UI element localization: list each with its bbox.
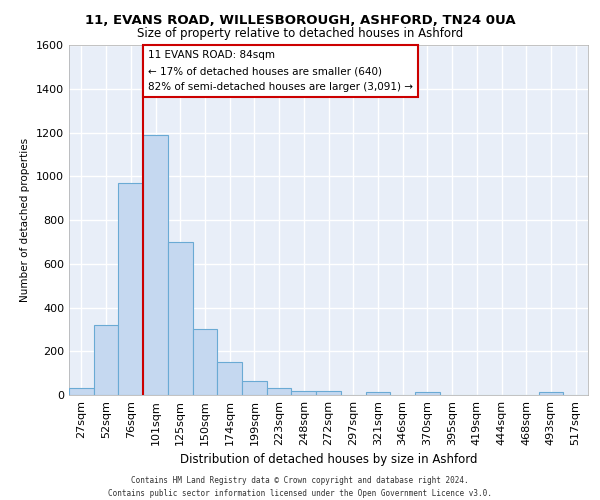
Text: Contains HM Land Registry data © Crown copyright and database right 2024.
Contai: Contains HM Land Registry data © Crown c… bbox=[108, 476, 492, 498]
Bar bbox=[415, 392, 440, 395]
X-axis label: Distribution of detached houses by size in Ashford: Distribution of detached houses by size … bbox=[180, 454, 477, 466]
Text: 11, EVANS ROAD, WILLESBOROUGH, ASHFORD, TN24 0UA: 11, EVANS ROAD, WILLESBOROUGH, ASHFORD, … bbox=[85, 14, 515, 27]
Bar bbox=[292, 390, 316, 395]
Bar bbox=[267, 388, 292, 395]
Bar bbox=[69, 388, 94, 395]
Bar bbox=[143, 134, 168, 395]
Bar bbox=[94, 325, 118, 395]
Bar bbox=[168, 242, 193, 395]
Bar bbox=[539, 392, 563, 395]
Bar bbox=[193, 330, 217, 395]
Bar bbox=[242, 381, 267, 395]
Text: 11 EVANS ROAD: 84sqm
← 17% of detached houses are smaller (640)
82% of semi-deta: 11 EVANS ROAD: 84sqm ← 17% of detached h… bbox=[148, 50, 413, 92]
Bar bbox=[217, 362, 242, 395]
Bar bbox=[118, 183, 143, 395]
Bar bbox=[365, 392, 390, 395]
Bar bbox=[316, 390, 341, 395]
Text: Size of property relative to detached houses in Ashford: Size of property relative to detached ho… bbox=[137, 28, 463, 40]
Y-axis label: Number of detached properties: Number of detached properties bbox=[20, 138, 31, 302]
